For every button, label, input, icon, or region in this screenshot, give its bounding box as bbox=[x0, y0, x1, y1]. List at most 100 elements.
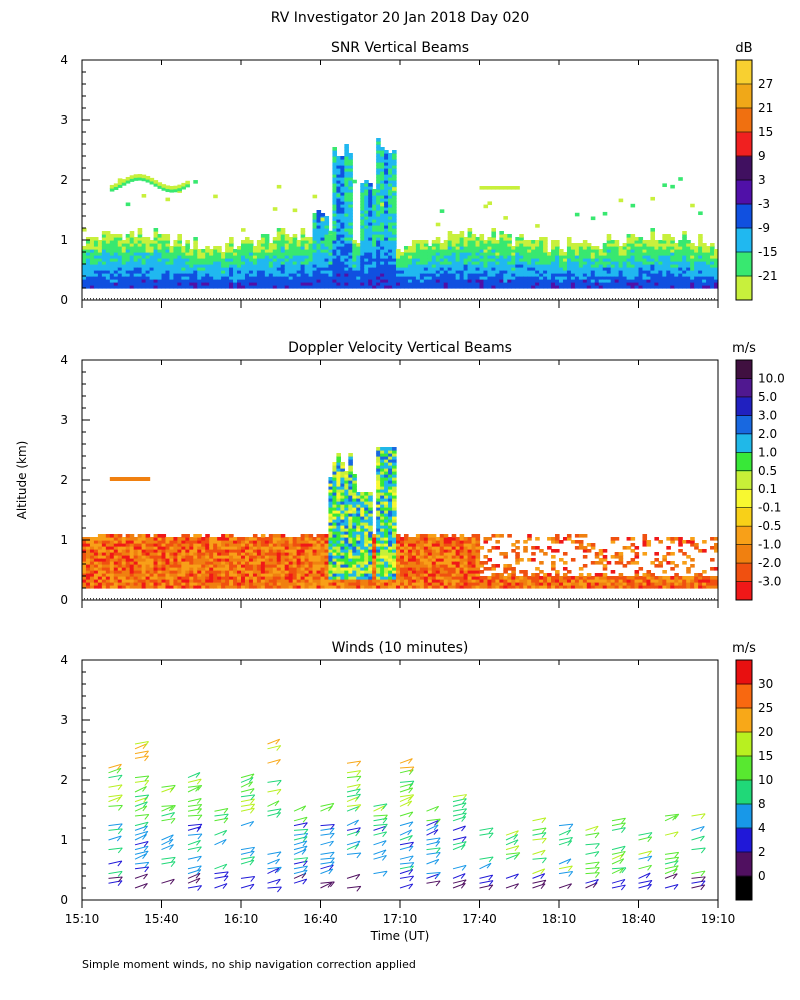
snr-cell bbox=[491, 267, 496, 271]
doppler-cell bbox=[340, 474, 345, 478]
doppler-cell bbox=[312, 570, 318, 574]
snr-cell bbox=[145, 255, 151, 259]
doppler-cell bbox=[280, 543, 286, 547]
snr-cell bbox=[455, 285, 461, 289]
snr-cell bbox=[702, 258, 707, 262]
doppler-cell bbox=[153, 567, 159, 571]
snr-cell bbox=[392, 270, 397, 274]
doppler-cell bbox=[360, 504, 365, 508]
doppler-cell bbox=[93, 558, 99, 562]
snr-cell bbox=[320, 252, 326, 256]
doppler-cell bbox=[181, 555, 186, 559]
snr-cell bbox=[658, 246, 663, 250]
snr-cell bbox=[109, 264, 115, 268]
doppler-cell bbox=[348, 483, 353, 487]
doppler-cell bbox=[364, 564, 369, 568]
snr-cell bbox=[582, 285, 588, 289]
snr-cell bbox=[384, 189, 389, 193]
snr-cell bbox=[145, 264, 151, 268]
doppler-cell bbox=[137, 543, 143, 547]
snr-cell bbox=[646, 270, 652, 274]
snr-cell bbox=[483, 282, 489, 286]
snr-cell bbox=[272, 267, 278, 271]
doppler-cell bbox=[225, 549, 230, 553]
doppler-cell bbox=[340, 546, 345, 550]
doppler-cell bbox=[260, 546, 266, 550]
snr-cell bbox=[503, 186, 508, 190]
snr-cell bbox=[447, 246, 453, 250]
doppler-cell bbox=[312, 576, 318, 580]
snr-cell bbox=[185, 285, 190, 289]
snr-cell bbox=[392, 249, 397, 253]
snr-cell bbox=[670, 184, 675, 189]
doppler-cell bbox=[392, 555, 397, 559]
doppler-cell bbox=[109, 477, 115, 481]
snr-cell bbox=[324, 279, 330, 283]
doppler-cell bbox=[268, 546, 274, 550]
doppler-cell bbox=[145, 573, 151, 577]
snr-cell bbox=[304, 285, 310, 289]
doppler-cell bbox=[336, 477, 341, 481]
snr-cell bbox=[85, 285, 91, 289]
snr-cell bbox=[539, 279, 544, 283]
snr-cell bbox=[698, 264, 703, 268]
doppler-cell bbox=[380, 459, 385, 463]
doppler-cell bbox=[201, 555, 206, 559]
snr-cell bbox=[332, 225, 337, 229]
doppler-cell bbox=[324, 543, 330, 547]
snr-cell bbox=[654, 264, 659, 268]
snr-cell bbox=[419, 246, 425, 250]
snr-cell bbox=[515, 279, 520, 283]
snr-cell bbox=[344, 171, 349, 175]
snr-cell bbox=[209, 255, 214, 259]
snr-cell bbox=[547, 282, 552, 286]
snr-cell bbox=[499, 276, 504, 280]
snr-cell bbox=[129, 234, 135, 238]
snr-cell bbox=[376, 243, 381, 247]
snr-cell bbox=[527, 258, 532, 262]
doppler-cell bbox=[113, 585, 119, 589]
doppler-cell bbox=[384, 477, 389, 481]
snr-cell bbox=[515, 258, 520, 262]
snr-cell bbox=[710, 249, 715, 253]
snr-cell bbox=[284, 249, 290, 253]
snr-cell bbox=[197, 264, 202, 268]
snr-cell bbox=[487, 261, 493, 265]
doppler-cell bbox=[332, 555, 337, 559]
doppler-cell bbox=[352, 555, 357, 559]
doppler-cell bbox=[324, 558, 330, 562]
snr-cell bbox=[121, 273, 127, 277]
doppler-cell bbox=[201, 582, 206, 586]
doppler-cell bbox=[308, 576, 314, 580]
doppler-cell bbox=[229, 552, 234, 556]
doppler-cell bbox=[376, 579, 381, 583]
doppler-cell bbox=[352, 585, 357, 589]
doppler-cell bbox=[177, 561, 182, 565]
snr-cell bbox=[650, 234, 655, 238]
snr-cell bbox=[503, 270, 508, 274]
snr-cell bbox=[332, 258, 337, 262]
snr-cell bbox=[217, 273, 222, 277]
doppler-cell bbox=[292, 570, 298, 574]
snr-cell bbox=[507, 285, 512, 289]
snr-cell bbox=[423, 252, 429, 256]
snr-cell bbox=[105, 279, 111, 283]
snr-cell bbox=[241, 276, 246, 280]
doppler-cell bbox=[384, 456, 389, 460]
doppler-cell bbox=[145, 552, 151, 556]
doppler-cell bbox=[384, 558, 389, 562]
doppler-cell bbox=[233, 558, 238, 562]
snr-cell bbox=[241, 246, 246, 250]
doppler-cell bbox=[93, 555, 99, 559]
doppler-cell bbox=[336, 579, 341, 583]
doppler-cell bbox=[372, 567, 377, 571]
doppler-cell bbox=[368, 534, 373, 538]
snr-cell bbox=[109, 255, 115, 259]
doppler-cell bbox=[225, 573, 230, 577]
snr-cell bbox=[276, 258, 282, 262]
doppler-cell bbox=[161, 543, 167, 547]
snr-cell bbox=[169, 258, 175, 262]
doppler-cell bbox=[205, 540, 210, 544]
doppler-cell bbox=[380, 504, 385, 508]
snr-cell bbox=[237, 258, 242, 262]
